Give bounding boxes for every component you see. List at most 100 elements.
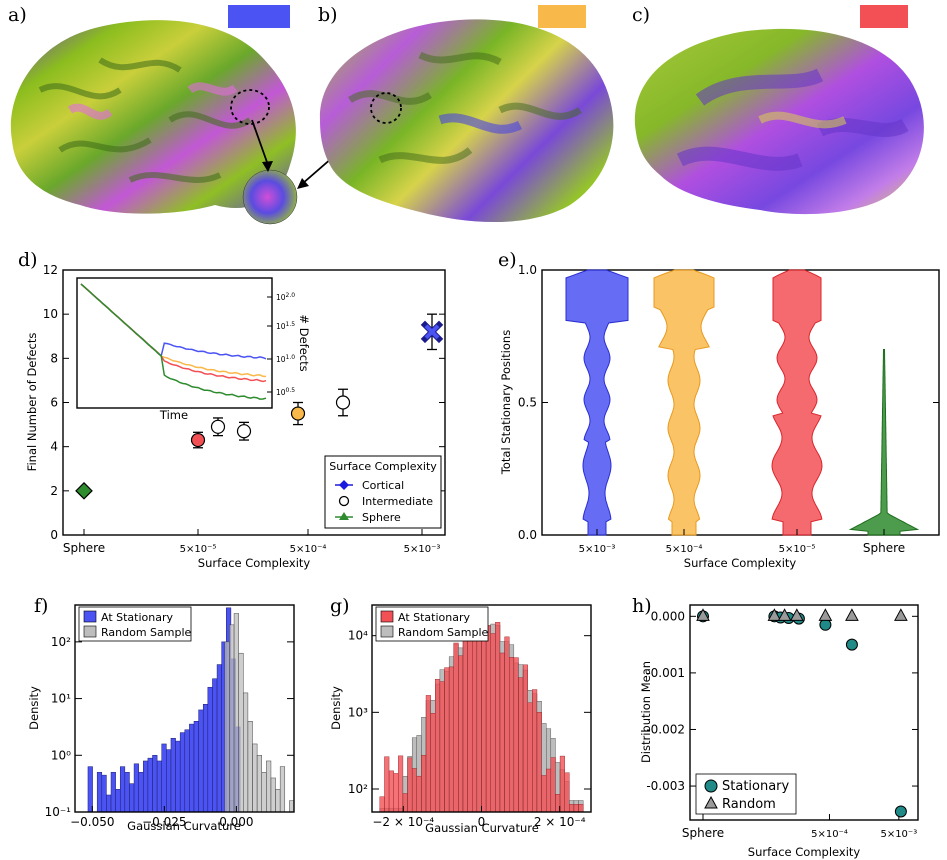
h-point-stationary [845, 638, 858, 651]
g-bar-stationary [407, 757, 413, 813]
h-ytick-label: -0.001 [646, 666, 685, 680]
d-ytick-label: 0 [50, 528, 58, 542]
g-bar-stationary [509, 657, 515, 813]
chart-d-legend: Surface Complexity Cortical Intermediate… [324, 455, 442, 529]
g-bar-stationary [384, 756, 390, 813]
legend-h-stationary: Stationary [722, 779, 790, 794]
h-ytick-label: -0.002 [646, 722, 685, 736]
e-xtick-label: 5×10⁻⁵ [779, 544, 816, 555]
d-point [190, 431, 206, 449]
g-ytick-label: 10⁴ [348, 629, 368, 643]
g-bar-stationary [490, 633, 496, 813]
g-bar-stationary [421, 754, 427, 813]
g-bar-stationary [435, 678, 441, 813]
g-bar-stationary [541, 775, 547, 813]
inset-series-line [80, 283, 267, 400]
panel-label-d: d) [18, 249, 38, 271]
g-bar-stationary [518, 677, 524, 813]
g-bar-stationary [522, 664, 528, 813]
g-bar-stationary [476, 621, 482, 813]
g-bar-stationary [472, 634, 478, 813]
f-bar-random [279, 766, 286, 813]
panel-label-h: h) [632, 595, 652, 617]
chart-g-legend: At Stationary Random Sample [375, 606, 489, 642]
chart-f: 10⁻¹ 10⁰ 10¹ 10² −0.050 −0.025 0.000 Gaussian… [27, 604, 295, 833]
g-bar-stationary [448, 666, 454, 813]
panel-label-e: e) [498, 249, 517, 271]
f-bar-stationary [96, 772, 103, 813]
f-bar-stationary [129, 783, 135, 813]
h-point-random [894, 608, 908, 621]
cortical-swatch [228, 5, 290, 28]
f-bar-stationary [119, 766, 126, 813]
f-bar-stationary [212, 678, 218, 813]
g-bar-stationary [485, 625, 491, 813]
g-bar-stationary [564, 772, 570, 813]
f-bar-random [229, 624, 235, 813]
f-bar-stationary [138, 772, 144, 813]
g-bar-stationary [425, 695, 431, 813]
f-bar-stationary [161, 743, 167, 813]
panel-label-f: f) [34, 595, 48, 617]
e-xtick-label: 5×10⁻⁴ [666, 544, 703, 555]
g-bar-stationary [527, 702, 533, 813]
g-bar-stationary [430, 713, 436, 813]
d-point [335, 388, 351, 417]
h-point-random [845, 608, 859, 621]
g-xtick-label: 2 × 10⁻⁴ [534, 815, 586, 829]
f-bar-random [243, 692, 249, 813]
f-bar-stationary [202, 703, 209, 813]
f-bar-stationary [152, 755, 158, 813]
g-bar-stationary [546, 768, 552, 813]
f-bar-stationary [179, 732, 186, 813]
f-bar-random [247, 721, 253, 813]
legend-g-random: Random Sample [398, 626, 489, 639]
legend-h-random: Random [722, 797, 776, 812]
legend-d-cortical: Cortical [362, 479, 404, 492]
chart-f-legend: At Stationary Random Sample [78, 606, 192, 642]
chart-f-ylabel: Density [27, 686, 41, 730]
h-xtick-label: 5×10⁻³ [880, 829, 917, 840]
d-ytick-label: 10 [43, 307, 58, 321]
legend-d-sphere: Sphere [362, 511, 401, 524]
panel-label-g: g) [330, 595, 350, 617]
f-bar-stationary [87, 766, 93, 813]
h-point-random [818, 608, 833, 621]
h-ytick-label: -0.003 [646, 779, 685, 793]
g-bar-stationary [481, 618, 487, 813]
h-point-random [777, 608, 792, 621]
violin-1 [653, 269, 715, 536]
chart-f-frame [74, 604, 295, 813]
d-ytick-label: 4 [50, 440, 58, 454]
g-bar-stationary [578, 804, 584, 813]
g-ytick-label: 10³ [348, 705, 368, 719]
g-bar-stationary [393, 773, 399, 813]
f-bar-random [233, 613, 239, 813]
f-bar-random [266, 760, 272, 813]
inset-xlabel: Time [159, 408, 188, 422]
f-bar-random [275, 789, 281, 813]
brain-image-a [10, 5, 296, 214]
brain-image-b [319, 5, 614, 223]
g-bar-stationary [504, 636, 510, 813]
f-bar-random [270, 777, 276, 813]
d-ytick-label: 2 [50, 484, 58, 498]
f-bar-stationary [106, 794, 112, 813]
f-bar-stationary [143, 760, 149, 813]
f-bar-stationary [101, 774, 107, 813]
inset-frame [76, 277, 273, 409]
g-ytick-label: 10² [348, 782, 368, 796]
g-xtick-label: −2 × 10⁻⁴ [372, 815, 434, 829]
panel-label-b: b) [318, 4, 338, 26]
g-bar-stationary [532, 689, 538, 813]
chart-h-legend: Stationary Random [695, 773, 797, 815]
legend-f-random: Random Sample [101, 626, 192, 639]
d-point [290, 401, 306, 426]
legend-d-title: Surface Complexity [329, 460, 437, 473]
f-bar-stationary [147, 757, 153, 813]
g-bar-stationary [495, 622, 501, 813]
chart-d: 0 2 4 6 8 10 12 Sphere 5×10⁻⁵ 5×10⁻⁴ 5×10⁻³ Surfa… [25, 263, 446, 570]
h-point-random [696, 608, 710, 621]
chart-f-xlabel: Gaussian Curvature [127, 819, 241, 833]
e-ytick-label: 0.5 [518, 396, 537, 410]
